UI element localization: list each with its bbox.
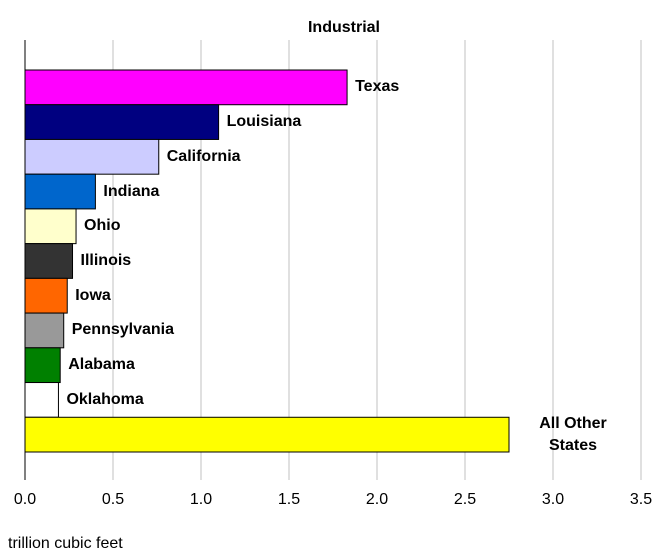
category-label-box: Indiana bbox=[103, 182, 160, 200]
bar bbox=[24, 69, 348, 106]
x-tick-label: 2.5 bbox=[454, 491, 476, 508]
category-label-box: Iowa bbox=[75, 286, 111, 304]
category-label-box: Louisiana bbox=[226, 113, 302, 131]
x-tick-label: 3.0 bbox=[542, 491, 564, 508]
category-label: Indiana bbox=[103, 182, 160, 200]
category-label: California bbox=[166, 147, 241, 165]
category-label-box: Alabama bbox=[68, 356, 135, 374]
x-axis-label: trillion cubic feet bbox=[8, 535, 123, 552]
x-tick-label: 0.0 bbox=[14, 491, 36, 508]
bar bbox=[24, 312, 65, 349]
bar bbox=[24, 104, 220, 140]
category-label-box: Oklahoma bbox=[66, 390, 144, 408]
category-label: All Other States bbox=[539, 414, 607, 454]
category-label: Louisiana bbox=[226, 113, 302, 131]
bar bbox=[24, 277, 68, 314]
x-tick-label: 2.0 bbox=[366, 491, 388, 508]
category-label: Oklahoma bbox=[66, 390, 144, 408]
bar bbox=[24, 382, 59, 418]
category-label: Iowa bbox=[75, 286, 111, 304]
bar bbox=[24, 173, 96, 210]
x-tick-label: 3.5 bbox=[630, 491, 652, 508]
category-label: Pennsylvania bbox=[71, 321, 174, 339]
category-label-box: Illinois bbox=[80, 251, 132, 269]
x-tick-label: 0.5 bbox=[102, 491, 124, 508]
chart-title: Industrial bbox=[308, 19, 380, 36]
bar bbox=[24, 416, 510, 453]
bar bbox=[24, 138, 160, 175]
bar bbox=[24, 243, 74, 279]
category-label-box: California bbox=[166, 147, 241, 165]
category-label-box: Ohio bbox=[84, 217, 121, 235]
category-label-box: Texas bbox=[355, 78, 400, 96]
x-tick-label: 1.5 bbox=[278, 491, 300, 508]
category-label-box: All Other States bbox=[539, 414, 607, 454]
category-label-box: Pennsylvania bbox=[71, 321, 174, 339]
category-label: Illinois bbox=[80, 251, 132, 269]
x-tick-label: 1.0 bbox=[190, 491, 212, 508]
bar bbox=[24, 208, 77, 245]
category-label: Texas bbox=[355, 78, 400, 96]
category-label: Alabama bbox=[68, 356, 135, 374]
category-label: Ohio bbox=[84, 217, 121, 235]
bar bbox=[24, 347, 61, 384]
